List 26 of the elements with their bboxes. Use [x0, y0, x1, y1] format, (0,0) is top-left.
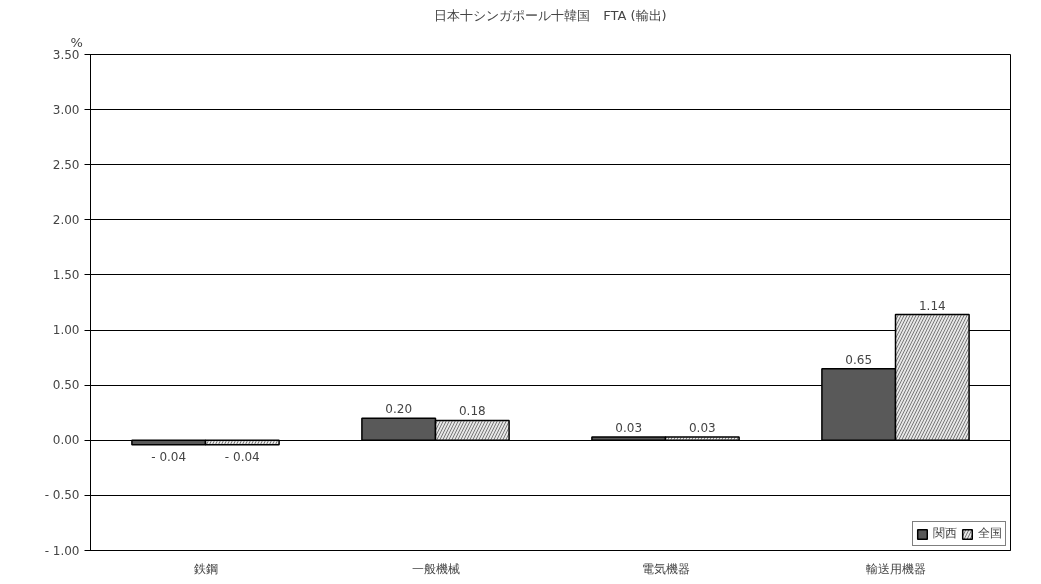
data-label: 0.65: [845, 352, 873, 367]
data-label: 1.14: [918, 298, 946, 313]
x-tick-label: 一般機械: [411, 561, 460, 576]
y-tick-label: 3.50: [52, 47, 80, 62]
y-tick-label: 0.00: [52, 433, 80, 448]
y-tick-label: - 1.00: [44, 543, 80, 558]
data-label: - 0.04: [224, 449, 260, 464]
data-label: 0.18: [458, 404, 486, 419]
y-axis-title: %: [70, 34, 83, 50]
data-label: 0.03: [615, 420, 643, 435]
y-tick-label: 0.50: [52, 378, 80, 393]
y-tick-label: 2.50: [52, 157, 80, 172]
x-tick-label: 電気機器: [641, 561, 690, 576]
x-tick-label: 輸送用機器: [865, 561, 926, 576]
data-label: - 0.04: [151, 449, 187, 464]
legend-label: 全国: [978, 525, 1002, 542]
chart-title: 日本十シンガポール十韓国 FTA (輸出): [434, 7, 667, 23]
y-tick-label: 1.50: [52, 267, 80, 282]
x-tick-label: 鉄鋼: [193, 561, 218, 576]
data-label: 0.03: [688, 420, 716, 435]
y-tick-label: 3.00: [52, 102, 80, 117]
data-label: 0.20: [385, 402, 413, 417]
y-tick-label: 2.00: [52, 212, 80, 227]
legend-label: 関西: [933, 525, 957, 542]
y-tick-label: 1.00: [52, 323, 80, 338]
y-tick-label: - 0.50: [44, 488, 80, 503]
